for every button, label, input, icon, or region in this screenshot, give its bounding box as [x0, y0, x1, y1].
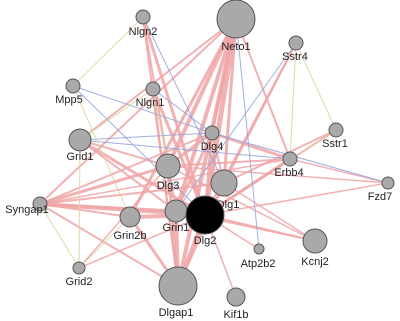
node [65, 78, 81, 94]
edges [39, 16, 389, 298]
node [164, 199, 188, 223]
edge [295, 42, 337, 131]
edge [79, 88, 154, 141]
node-label: Dlg3 [157, 180, 180, 192]
edge [79, 139, 177, 212]
node [288, 35, 304, 51]
edge [223, 182, 316, 242]
node [185, 195, 225, 235]
node-label: Grin1 [163, 222, 190, 234]
edge [211, 131, 291, 161]
edge [78, 216, 131, 269]
node-label: Sstr4 [282, 51, 308, 63]
node [328, 122, 344, 138]
edge [174, 18, 238, 212]
edge [204, 182, 389, 216]
node [216, 0, 256, 39]
node-label: Fzd7 [368, 191, 392, 203]
edge [79, 18, 237, 141]
edge [167, 165, 389, 184]
node [158, 266, 198, 306]
nodes: Nlgn2 Neto1 Sstr4 Mpp5 Nlgn1 Grid1 Dlg4 Sstr1 Er… [5, 0, 395, 321]
node-label: Grid2 [66, 276, 93, 288]
edge [235, 18, 260, 250]
edge [79, 139, 291, 160]
edge [175, 42, 297, 212]
edge [39, 203, 131, 218]
edge [289, 129, 337, 160]
node-label: Kif1b [223, 309, 248, 321]
node-label: Nlgn1 [136, 97, 165, 109]
node [72, 261, 86, 275]
node-label: Dlg4 [201, 141, 224, 153]
edge [167, 165, 316, 242]
node-label: Dlgap1 [159, 307, 194, 319]
edge [79, 139, 169, 167]
edge [289, 158, 389, 184]
edge [211, 132, 389, 184]
edge [72, 85, 213, 134]
node [253, 243, 265, 255]
node [145, 81, 161, 97]
edge [289, 42, 297, 160]
node [155, 153, 181, 179]
node [32, 196, 48, 212]
edge [78, 214, 206, 269]
edge [152, 88, 213, 134]
node [68, 128, 92, 152]
node-label: Grid1 [67, 151, 94, 163]
edge [79, 132, 213, 141]
edge [72, 16, 144, 87]
edge [142, 16, 225, 184]
edge [39, 203, 80, 269]
edge [78, 139, 81, 269]
node-label: Sstr1 [322, 138, 348, 150]
edge [39, 202, 177, 213]
node [226, 287, 246, 307]
edge [152, 88, 169, 167]
node-label: Kcnj2 [301, 256, 329, 268]
node-label: Grin2b [113, 230, 146, 242]
edge [167, 158, 291, 167]
edge [141, 16, 207, 216]
edge [72, 85, 206, 216]
edge [222, 18, 238, 184]
node-label: Nlgn2 [129, 26, 158, 38]
edge [166, 18, 238, 167]
edge [79, 138, 206, 217]
edge [39, 203, 179, 287]
edge [39, 18, 237, 205]
edge [223, 42, 297, 184]
node-label: Atp2b2 [241, 258, 276, 270]
edge [72, 85, 131, 218]
node-label: Dlg2 [194, 235, 217, 247]
edge [151, 88, 207, 216]
edge [166, 165, 180, 287]
node [135, 9, 151, 25]
node-label: Neto1 [221, 41, 250, 53]
node [204, 125, 220, 141]
node [302, 228, 328, 254]
edge [39, 164, 169, 206]
node [210, 169, 238, 197]
node [381, 176, 395, 190]
node-label: Erbb4 [274, 167, 303, 179]
node [119, 206, 141, 228]
node-label: Syngap1 [5, 204, 48, 216]
edge [39, 158, 291, 205]
node-label: Mpp5 [55, 94, 83, 106]
node [282, 151, 298, 167]
edge [223, 129, 337, 184]
